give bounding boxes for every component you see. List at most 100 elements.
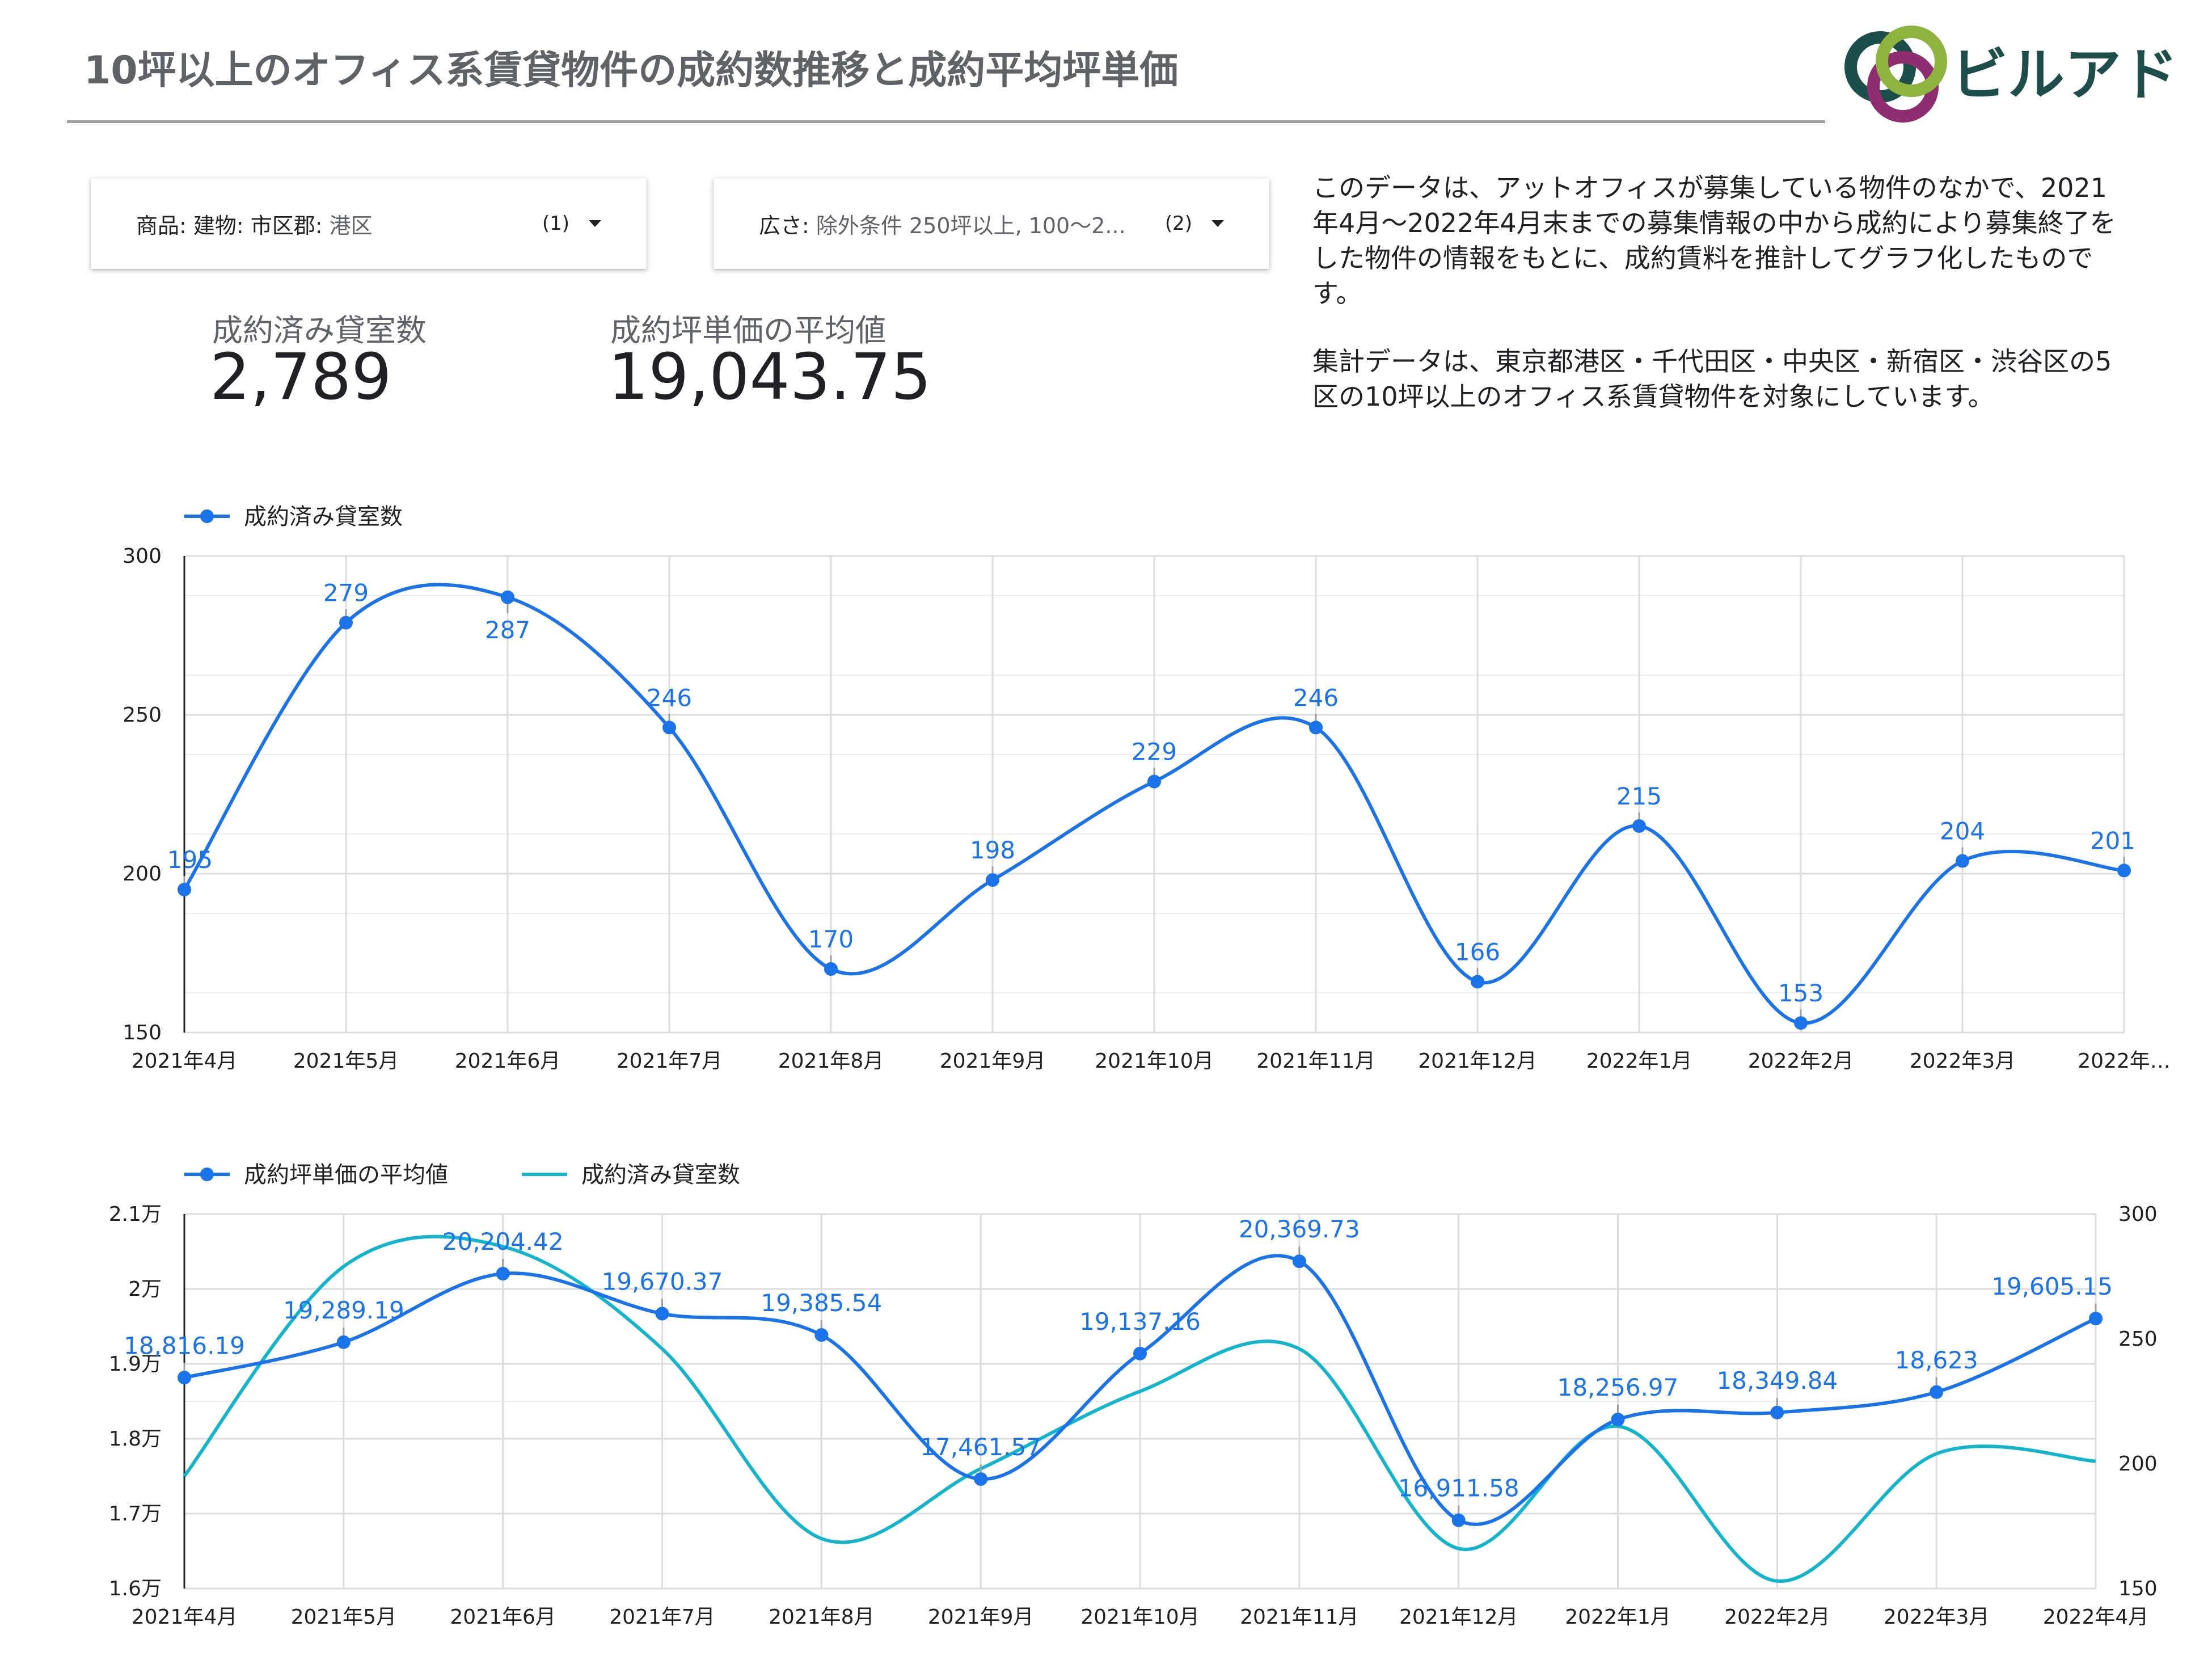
data-point xyxy=(1794,1016,1808,1030)
data-label: 229 xyxy=(1132,738,1177,766)
data-label: 170 xyxy=(808,925,854,953)
x-tick-label: 2021年8月 xyxy=(778,1050,884,1073)
data-label: 153 xyxy=(1778,979,1823,1007)
y-tick-label: 200 xyxy=(123,862,162,886)
x-tick-label: 2022年3月 xyxy=(1884,1606,1990,1629)
data-point xyxy=(496,1267,510,1281)
y-right-tick-label: 150 xyxy=(2118,1577,2158,1600)
data-point xyxy=(1133,1346,1147,1360)
x-tick-label: 2021年6月 xyxy=(450,1606,556,1629)
x-tick-label: 2022年1月 xyxy=(1565,1606,1671,1629)
chart-price: 成約坪単価の平均値 成約済み貸室数 1.6万 1.7万 1.8万 1.9万 2万 2.1万 15… xyxy=(109,1162,2158,1629)
filter-size-key: 広さ: xyxy=(759,213,809,238)
title-divider xyxy=(67,120,1825,123)
kpi-rooms-label: 成約済み貸室数 xyxy=(212,313,427,348)
data-label: 166 xyxy=(1455,938,1500,966)
legend-label: 成約坪単価の平均値 xyxy=(244,1162,448,1188)
filter-area[interactable]: 商品: 建物: 市区郡: 港区 (1) xyxy=(91,178,647,269)
filter-size-count: (2) xyxy=(1164,212,1192,235)
x-tick-label: 2022年3月 xyxy=(1910,1050,2016,1073)
kpi-rooms-value: 2,789 xyxy=(210,340,392,414)
data-label: 20,369.73 xyxy=(1239,1215,1360,1243)
y-left-tick-label: 1.7万 xyxy=(109,1502,162,1526)
data-point xyxy=(655,1307,669,1321)
data-point xyxy=(178,883,191,896)
kpi-price-label: 成約坪単価の平均値 xyxy=(610,313,886,348)
logo-text: ビルアド xyxy=(1951,41,2178,108)
data-point xyxy=(814,1328,829,1342)
y-right-tick-label: 250 xyxy=(2118,1328,2158,1351)
data-label: 19,385.54 xyxy=(761,1289,882,1317)
description-paragraph-2: 集計データは、東京都港区・千代田区・中央区・新宿区・渋谷区の5区の10坪以上のオ… xyxy=(1312,346,2112,412)
y-left-tick-label: 2万 xyxy=(128,1278,162,1301)
data-point xyxy=(1956,854,1969,868)
filter-area-key: 商品: 建物: 市区郡: xyxy=(136,213,323,238)
biruado-logo: ビルアド xyxy=(1844,26,2178,123)
x-tick-label: 2022年2月 xyxy=(1724,1606,1830,1629)
data-label: 246 xyxy=(647,684,692,711)
chart-rooms: 成約済み貸室数 150 200 250 300 2021年4月 2021年5月 2021年6月… xyxy=(123,504,2171,1073)
data-point xyxy=(1930,1385,1944,1399)
description-paragraph-1: このデータは、アットオフィスが募集している物件のなかで、2021年4月～2022… xyxy=(1312,172,2116,309)
y-left-tick-label: 1.8万 xyxy=(109,1427,162,1451)
data-point xyxy=(1147,774,1161,789)
data-label: 20,204.42 xyxy=(442,1228,564,1255)
x-tick-label: 2021年10月 xyxy=(1080,1606,1199,1629)
y-tick-label: 250 xyxy=(123,703,162,727)
x-tick-label: 2021年5月 xyxy=(291,1606,397,1629)
data-point xyxy=(2089,1312,2103,1326)
x-tick-label: 2021年10月 xyxy=(1095,1050,1213,1073)
data-label: 19,137.16 xyxy=(1079,1308,1201,1335)
data-point xyxy=(986,873,999,887)
dropdown-arrow-icon xyxy=(1211,220,1224,227)
x-tick-label: 2021年11月 xyxy=(1256,1050,1375,1073)
x-tick-label: 2021年12月 xyxy=(1418,1050,1536,1073)
description: このデータは、アットオフィスが募集している物件のなかで、2021年4月～2022… xyxy=(1312,170,2124,448)
y-tick-label: 300 xyxy=(123,545,162,568)
filter-area-count: (1) xyxy=(542,212,569,235)
series-line-price xyxy=(184,1254,2097,1526)
data-point xyxy=(2117,863,2131,878)
y-left-tick-label: 1.9万 xyxy=(109,1353,162,1376)
x-tick-label: 2021年11月 xyxy=(1240,1606,1358,1629)
y-right-tick-label: 300 xyxy=(2118,1203,2158,1226)
legend-label: 成約済み貸室数 xyxy=(581,1162,740,1188)
data-point xyxy=(1292,1254,1306,1269)
data-label: 195 xyxy=(167,846,213,874)
kpi-price-value: 19,043.75 xyxy=(608,340,932,414)
data-point xyxy=(1611,1413,1625,1427)
filter-size[interactable]: 広さ: 除外条件 250坪以上, 100～2... (2) xyxy=(714,178,1269,269)
data-label: 16,911.58 xyxy=(1398,1474,1519,1502)
data-label: 215 xyxy=(1616,782,1662,810)
filter-size-value: 除外条件 250坪以上, 100～2... xyxy=(809,213,1126,238)
data-label: 198 xyxy=(970,836,1015,864)
y-left-tick-label: 1.6万 xyxy=(109,1577,162,1600)
filter-area-value: 港区 xyxy=(322,213,373,238)
data-point xyxy=(1632,819,1646,833)
x-tick-label: 2021年9月 xyxy=(928,1606,1034,1629)
x-tick-label: 2021年9月 xyxy=(940,1050,1046,1073)
data-label: 19,670.37 xyxy=(602,1268,723,1296)
data-label: 19,289.19 xyxy=(283,1296,404,1324)
data-label: 18,256.97 xyxy=(1557,1373,1679,1401)
data-label: 18,816.19 xyxy=(124,1332,245,1359)
data-point xyxy=(974,1472,988,1486)
x-tick-label: 2021年7月 xyxy=(617,1050,723,1073)
data-point xyxy=(1770,1405,1784,1419)
x-tick-label: 2021年6月 xyxy=(455,1050,561,1073)
x-tick-label: 2021年7月 xyxy=(609,1606,715,1629)
data-label: 279 xyxy=(323,579,369,607)
x-tick-label: 2021年8月 xyxy=(769,1606,875,1629)
data-point xyxy=(178,1371,191,1385)
data-point xyxy=(1471,975,1484,989)
page-title: 10坪以上のオフィス系賃貸物件の成約数推移と成約平均坪単価 xyxy=(84,48,1179,93)
data-label: 287 xyxy=(485,616,530,644)
data-point xyxy=(1451,1513,1466,1527)
data-point xyxy=(501,590,514,604)
legend-label: 成約済み貸室数 xyxy=(244,504,403,530)
series-line-rooms xyxy=(183,1235,2096,1583)
y-right-tick-label: 200 xyxy=(2118,1452,2158,1476)
data-label: 17,461.57 xyxy=(920,1433,1041,1461)
data-label: 18,349.84 xyxy=(1716,1367,1838,1394)
data-point xyxy=(336,1335,351,1349)
